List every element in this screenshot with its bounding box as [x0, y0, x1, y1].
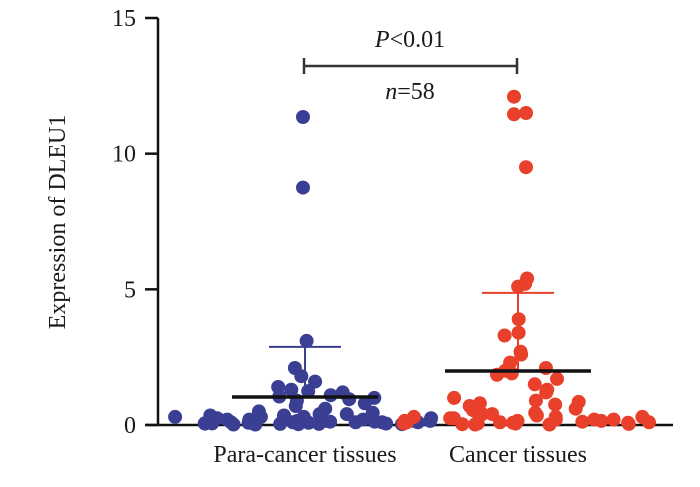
data-point [497, 328, 512, 343]
data-point [447, 390, 462, 405]
data-point [273, 416, 288, 431]
data-point [342, 392, 357, 407]
data-point [288, 399, 303, 413]
y-tick-label: 5 [124, 277, 136, 303]
data-point [519, 160, 533, 175]
y-ticks: 0 5 10 15 [112, 6, 158, 439]
data-point [396, 416, 411, 431]
category-label-cancer: Cancer tissues [449, 442, 587, 468]
data-point [284, 382, 299, 397]
data-point [538, 361, 553, 375]
data-point [296, 110, 310, 124]
data-point [621, 416, 636, 431]
data-point [527, 377, 542, 392]
p-value-label: P<0.01 [374, 27, 445, 53]
data-point [248, 417, 263, 432]
data-point [455, 417, 470, 432]
data-point [291, 417, 306, 432]
data-point [226, 417, 241, 432]
data-point [301, 415, 316, 430]
category-label-para-cancer: Para-cancer tissues [213, 442, 396, 468]
data-point [299, 333, 314, 348]
n-italic: n [385, 79, 397, 105]
category-labels: Para-cancer tissues Cancer tissues [213, 442, 587, 468]
data-point [323, 388, 338, 403]
data-point [312, 416, 326, 431]
data-point [575, 414, 590, 429]
data-point [339, 407, 354, 422]
data-point [568, 401, 583, 416]
data-point [507, 107, 521, 122]
data-point [606, 412, 621, 427]
data-point [357, 396, 372, 411]
data-point [528, 393, 543, 408]
y-tick-label: 10 [112, 142, 136, 168]
p-value-text: <0.01 [390, 27, 446, 53]
data-point [348, 415, 363, 430]
data-point [542, 417, 557, 432]
p-value-italic: P [374, 27, 390, 53]
data-point [594, 413, 609, 428]
data-point [294, 369, 309, 384]
data-point [519, 106, 533, 120]
y-tick-label: 0 [124, 413, 136, 439]
sample-size-label: n=58 [385, 79, 435, 105]
data-points [168, 89, 656, 432]
mean-sd-bars [232, 291, 591, 399]
data-point [550, 371, 564, 386]
data-point [548, 397, 563, 412]
data-point [423, 413, 438, 428]
data-point [539, 385, 554, 400]
data-point [323, 414, 338, 429]
significance-annotation: P<0.01 n=58 [302, 27, 519, 105]
data-point [508, 416, 523, 431]
data-point [296, 180, 310, 195]
n-text: =58 [397, 79, 435, 105]
data-point [493, 415, 507, 430]
data-point [468, 417, 483, 432]
data-point [511, 279, 526, 294]
data-point [168, 409, 183, 424]
y-axis-title: Expression of DLEU1 [45, 115, 71, 330]
data-point [379, 416, 394, 431]
data-point [507, 89, 521, 104]
data-point [529, 408, 544, 423]
data-point [198, 416, 213, 431]
data-point [642, 415, 656, 430]
data-point [504, 366, 519, 381]
y-tick-label: 15 [112, 6, 136, 32]
